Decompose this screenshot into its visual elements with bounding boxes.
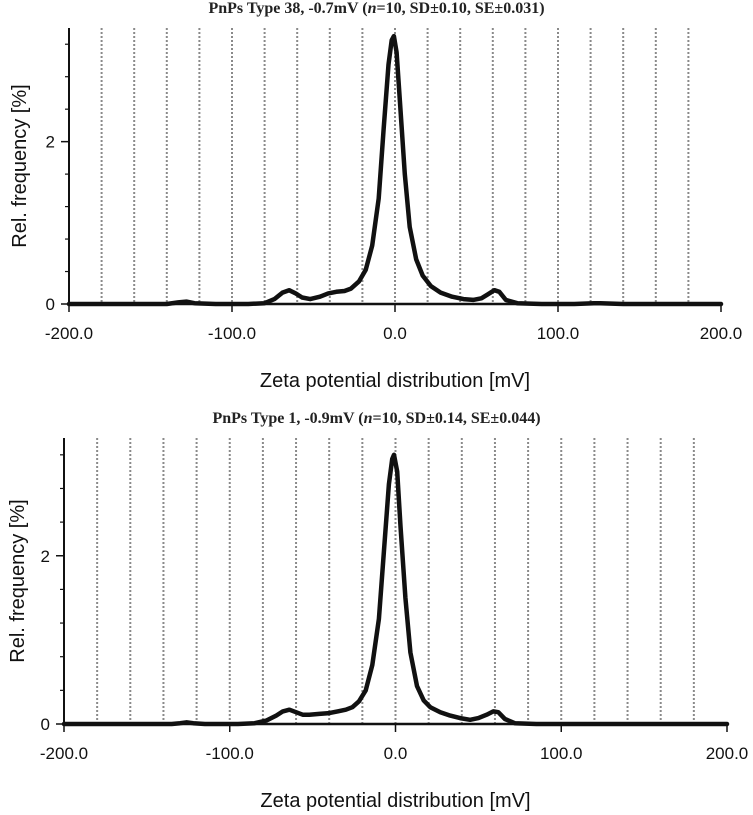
zeta-chart-type-38: -200.0 -100.0 0.0 100.0 200.0 0 2 Zeta potentia…: [9, 28, 743, 392]
x-axis-title: Zeta potential distribution [mV]: [260, 790, 530, 812]
chart-title-prefix: PnPs Type 1, -0.9mV (: [212, 410, 364, 427]
chart-title-prefix: PnPs Type 38, -0.7mV (: [208, 0, 368, 17]
chart-title-n-symbol: n: [363, 410, 373, 427]
chart-title-n-symbol: n: [367, 0, 377, 17]
x-tick-label: 0.0: [384, 744, 408, 763]
x-tick-label: -200.0: [45, 324, 93, 343]
x-tick-label: -100.0: [208, 324, 256, 343]
x-tick-label: 100.0: [537, 324, 580, 343]
x-tick-label: 200.0: [700, 324, 743, 343]
series-line: [66, 33, 724, 307]
x-tick-label: 100.0: [540, 744, 583, 763]
chart-title: PnPs Type 1, -0.9mV (n=10, SD±0.14, SE±0…: [0, 410, 753, 428]
y-tick-label: 2: [46, 133, 55, 152]
y-axis-title: Rel. frequency [%]: [9, 84, 31, 247]
chart-panel-top: PnPs Type 38, -0.7mV (n=10, SD±0.10, SE±…: [0, 0, 753, 400]
y-tick-label: 2: [41, 547, 50, 566]
chart-title: PnPs Type 38, -0.7mV (n=10, SD±0.10, SE±…: [0, 0, 753, 18]
zeta-chart-type-1: -200.0 -100.0 0.0 100.0 200.0 0 2 Zeta potentia…: [7, 438, 749, 812]
chart-title-suffix: =10, SD±0.10, SE±0.031): [376, 0, 545, 17]
x-axis-title: Zeta potential distribution [mV]: [260, 370, 530, 392]
x-tick-label: 200.0: [706, 744, 749, 763]
x-tick-label: -200.0: [40, 744, 88, 763]
x-tick-label: -100.0: [206, 744, 254, 763]
series-line: [61, 452, 730, 727]
chart-title-suffix: =10, SD±0.14, SE±0.044): [372, 410, 541, 427]
chart-panel-bottom: PnPs Type 1, -0.9mV (n=10, SD±0.14, SE±0…: [0, 410, 753, 815]
x-tick-label: 0.0: [383, 324, 407, 343]
y-tick-label: 0: [41, 715, 50, 734]
y-axis-title: Rel. frequency [%]: [7, 499, 29, 662]
y-tick-label: 0: [46, 295, 55, 314]
